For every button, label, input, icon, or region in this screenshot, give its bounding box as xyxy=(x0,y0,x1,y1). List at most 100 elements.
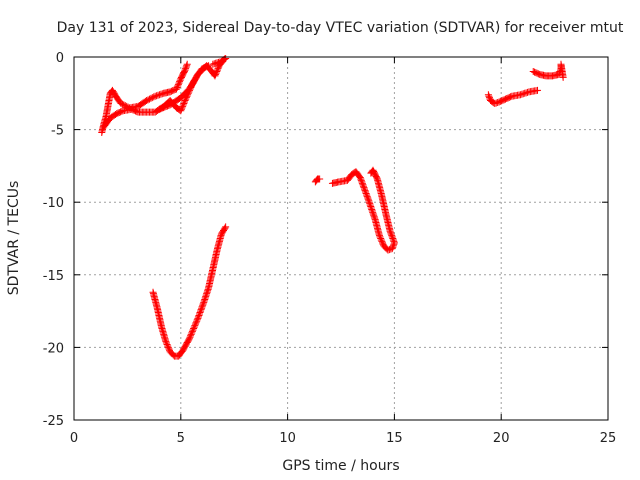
data-point-marker xyxy=(197,306,205,314)
data-point-marker xyxy=(387,229,395,237)
y-tick-label: -5 xyxy=(51,124,64,139)
data-point-marker xyxy=(180,98,188,106)
data-point-marker xyxy=(173,85,181,93)
data-point-marker xyxy=(183,60,191,68)
data-point-marker xyxy=(174,81,182,89)
data-point-marker xyxy=(357,175,365,183)
data-point-marker xyxy=(177,107,185,115)
data-point-marker xyxy=(187,330,195,338)
data-point-marker xyxy=(375,232,383,240)
y-tick-label: -20 xyxy=(43,341,64,356)
series-arc-morning-dip xyxy=(149,223,230,360)
data-point-marker xyxy=(358,178,366,186)
plot-frame xyxy=(73,56,609,421)
data-point-marker xyxy=(179,102,187,110)
data-point-marker xyxy=(162,339,170,347)
x-tick-label: 20 xyxy=(493,431,510,446)
y-tick-label: -25 xyxy=(43,414,64,429)
data-point-marker xyxy=(316,175,324,183)
data-point-marker xyxy=(357,176,365,184)
chart-title: Day 131 of 2023, Sidereal Day-to-day VTE… xyxy=(57,20,624,36)
data-point-marker xyxy=(363,191,371,199)
data-point-marker xyxy=(189,326,197,334)
data-point-marker xyxy=(194,314,202,322)
data-point-marker xyxy=(378,237,386,245)
data-point-marker xyxy=(378,239,386,247)
data-point-marker xyxy=(164,343,172,351)
data-point-marker xyxy=(196,309,204,317)
data-point-marker xyxy=(145,95,153,103)
data-point-marker xyxy=(212,70,220,78)
data-point-marker xyxy=(387,230,395,238)
data-point-marker xyxy=(185,335,193,343)
data-point-marker xyxy=(377,236,385,244)
data-point-marker xyxy=(191,322,199,330)
data-point-marker xyxy=(222,223,230,231)
series-arc-midday-short xyxy=(311,175,324,186)
data-point-marker xyxy=(192,319,200,327)
data-point-marker xyxy=(148,94,156,102)
data-point-marker xyxy=(190,323,198,331)
data-points xyxy=(98,54,567,360)
data-point-marker xyxy=(179,101,187,109)
data-point-marker xyxy=(193,317,201,325)
data-point-marker xyxy=(213,68,221,76)
data-point-marker xyxy=(186,333,194,341)
data-point-marker xyxy=(150,93,158,101)
data-point-marker xyxy=(200,298,208,306)
y-tick-label: -10 xyxy=(43,196,64,211)
data-point-marker xyxy=(183,62,191,70)
data-point-marker xyxy=(221,224,229,232)
data-point-marker xyxy=(209,60,217,68)
data-point-marker xyxy=(389,243,397,251)
data-point-marker xyxy=(188,329,196,337)
data-point-marker xyxy=(360,184,368,192)
data-point-marker xyxy=(389,235,397,242)
series-arc-evening-late xyxy=(529,60,567,81)
data-point-marker xyxy=(164,342,172,350)
data-point-marker xyxy=(485,92,493,100)
y-tick-label: 0 xyxy=(56,51,64,66)
data-point-marker xyxy=(190,325,198,333)
data-point-marker xyxy=(181,97,189,105)
x-tick-label: 0 xyxy=(70,431,78,446)
data-point-marker xyxy=(364,194,372,202)
data-point-marker xyxy=(559,73,567,81)
data-point-marker xyxy=(367,169,375,177)
x-tick-label: 10 xyxy=(279,431,296,446)
data-point-marker xyxy=(213,66,221,74)
data-point-marker xyxy=(534,86,542,94)
data-point-marker xyxy=(182,63,190,71)
series-arc-evening-rise xyxy=(484,86,542,107)
data-point-marker xyxy=(199,300,207,308)
data-point-marker xyxy=(147,94,155,102)
data-point-marker xyxy=(484,91,492,99)
data-point-marker xyxy=(198,303,206,311)
series-arc-midday-long xyxy=(328,166,398,254)
data-point-marker xyxy=(362,188,370,196)
data-point-marker xyxy=(118,100,126,108)
data-point-marker xyxy=(188,327,196,335)
data-point-marker xyxy=(120,101,128,109)
data-point-marker xyxy=(117,99,125,107)
data-point-marker xyxy=(368,168,376,176)
data-point-marker xyxy=(359,181,367,189)
data-point-marker xyxy=(197,307,205,315)
data-point-marker xyxy=(356,174,364,182)
data-point-marker xyxy=(362,189,370,197)
axis-ticks: 0 5 10 15 20 25 0 -5 -10 -15 -20 -25 xyxy=(43,51,617,446)
data-point-marker xyxy=(361,187,369,195)
data-point-marker xyxy=(211,72,219,80)
data-point-marker xyxy=(199,301,207,309)
data-point-marker xyxy=(195,311,203,319)
data-point-marker xyxy=(360,185,368,193)
data-point-marker xyxy=(174,82,182,90)
data-point-marker xyxy=(388,245,396,253)
data-point-marker xyxy=(143,97,151,105)
data-point-marker xyxy=(182,65,190,73)
data-point-marker xyxy=(121,102,129,110)
data-point-marker xyxy=(376,233,384,241)
data-point-marker xyxy=(198,304,206,312)
